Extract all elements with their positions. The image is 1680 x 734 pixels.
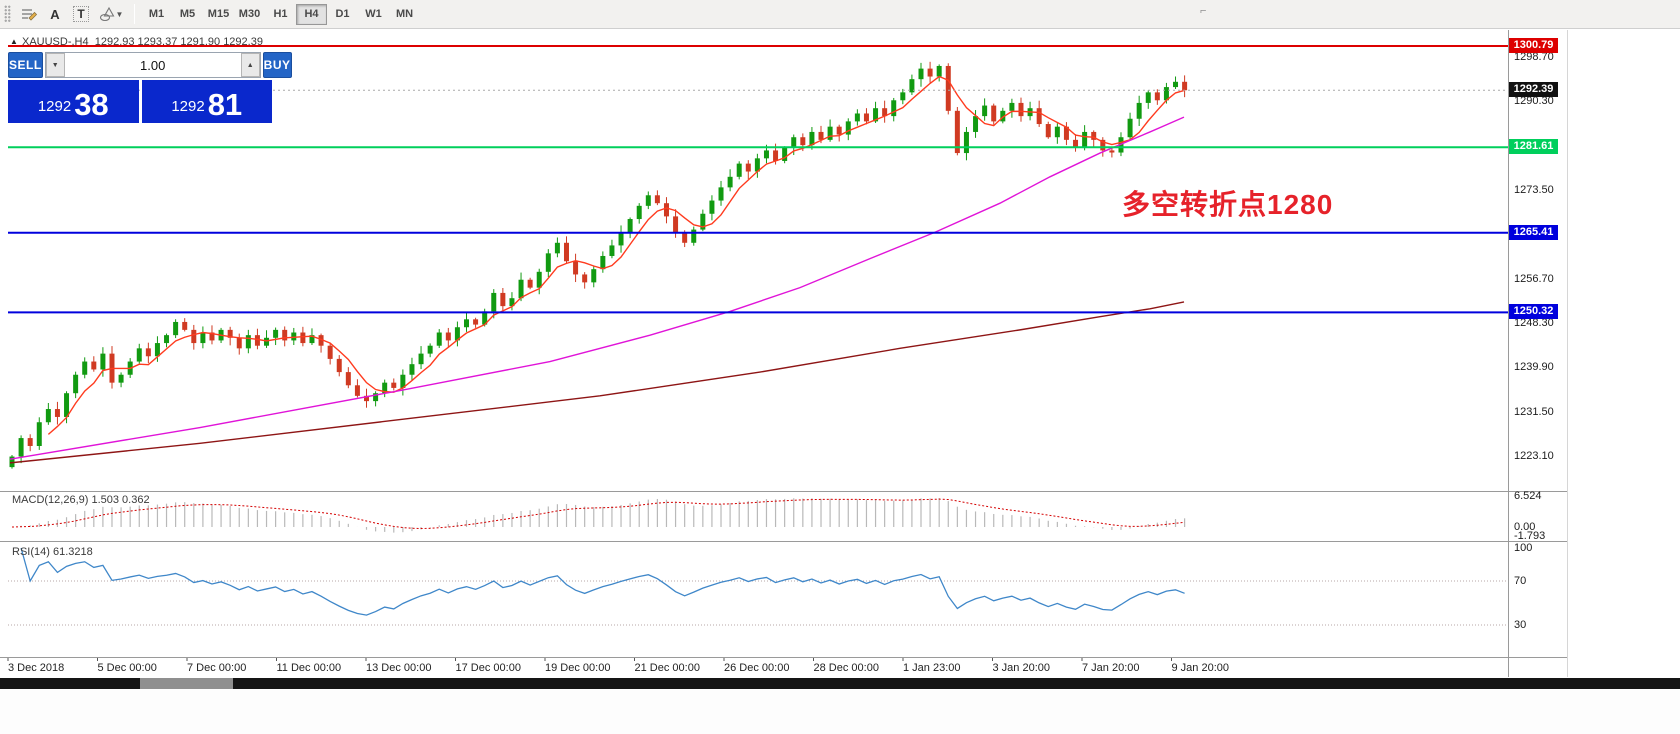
volume-increase-button[interactable]: ▲ <box>240 53 260 77</box>
price-line-label: 1265.41 <box>1509 224 1558 240</box>
timeframe-button-D1[interactable]: D1 <box>335 8 350 20</box>
price-line-label: 1292.39 <box>1509 82 1558 98</box>
macd-scale-label: 0.00 <box>1514 521 1536 533</box>
buy-price-button[interactable]: 1292 81 <box>141 80 272 123</box>
volume-input[interactable] <box>64 53 241 77</box>
time-axis-label: 26 Dec 00:00 <box>724 662 790 674</box>
letter-t-icon: T <box>73 6 89 22</box>
rsi-indicator-label: RSI(14) 61.3218 <box>12 546 93 558</box>
time-axis-label: 9 Jan 20:00 <box>1171 662 1230 674</box>
time-axis-label: 3 Jan 20:00 <box>992 662 1051 674</box>
bottom-space <box>0 689 1680 734</box>
price-line-label: 1250.32 <box>1509 304 1558 320</box>
toolbar-grip-handle[interactable] <box>4 5 11 23</box>
shapes-tool-button[interactable]: ▼ <box>94 3 128 25</box>
price-scale-tick: 1298.70 <box>1514 51 1554 63</box>
chevron-down-icon: ▼ <box>115 9 124 19</box>
letter-a-icon: A <box>50 6 60 22</box>
time-axis-label: 17 Dec 00:00 <box>455 662 521 674</box>
timeframe-group: M1 M5 M15 M30 H1 H4 D1 W1 MN <box>141 3 420 25</box>
timeframe-button-H4[interactable]: H4 <box>296 3 327 25</box>
macd-scale-label: 6.524 <box>1514 490 1542 502</box>
volume-control: ▼ ▲ <box>44 52 261 78</box>
price-line-label: 1300.79 <box>1509 37 1558 53</box>
lines-pencil-icon <box>22 9 38 21</box>
price-scale-tick: 1239.90 <box>1514 361 1554 374</box>
buy-button[interactable]: BUY <box>262 52 292 78</box>
timeframe-button-H1[interactable]: H1 <box>273 8 288 20</box>
chevron-down-icon: ▼ <box>51 61 59 69</box>
time-axis-label: 5 Dec 00:00 <box>97 662 157 674</box>
time-axis-label: 21 Dec 00:00 <box>634 662 700 674</box>
chart-tab[interactable] <box>140 678 233 689</box>
macd-indicator-label: MACD(12,26,9) 1.503 0.362 <box>12 494 150 506</box>
chevron-up-icon: ▲ <box>246 61 254 69</box>
time-axis-label: 7 Jan 20:00 <box>1082 662 1140 674</box>
time-axis-label: 11 Dec 00:00 <box>276 662 342 674</box>
sell-price-major: 1292 <box>37 98 72 115</box>
toolbar: A T ▼ M1 M5 M15 M30 H1 H4 D1 W1 MN ⌐ <box>0 0 1680 29</box>
timeframe-button-MN[interactable]: MN <box>395 8 414 20</box>
one-click-trading-panel: SELL ▼ ▲ BUY 1292 38 1292 81 <box>8 52 292 123</box>
buy-price-major: 1292 <box>171 98 205 115</box>
time-axis-label: 13 Dec 00:00 <box>366 662 432 674</box>
timeframe-button-W1[interactable]: W1 <box>365 8 382 20</box>
time-axis-label: 3 Dec 2018 <box>8 662 65 674</box>
rsi-scale-label: 70 <box>1514 575 1527 587</box>
sell-price-button[interactable]: 1292 38 <box>8 80 139 123</box>
toolbar-overflow-icon[interactable]: ⌐ <box>1200 5 1207 17</box>
price-scale-tick: 1256.70 <box>1514 272 1554 285</box>
text-tool-button[interactable]: T <box>68 3 94 25</box>
shapes-icon <box>99 6 114 22</box>
chart-annotation-text: 多空转折点1280 <box>1122 189 1334 220</box>
time-axis-label: 28 Dec 00:00 <box>813 662 879 674</box>
chart-tab-bar <box>0 678 1680 689</box>
timeframe-button-M30[interactable]: M30 <box>238 8 261 20</box>
timeframe-button-M5[interactable]: M5 <box>179 8 196 20</box>
sell-price-minor: 38 <box>74 87 109 122</box>
rsi-scale-label: 100 <box>1514 542 1533 554</box>
chart-ohlc-header: XAUUSD-,H4 1292.93 1293.37 1291.90 1292.… <box>22 36 263 48</box>
macd-scale-label: -1.793 <box>1514 530 1546 542</box>
price-scale-tick: 1290.30 <box>1514 95 1554 108</box>
timeframe-button-M15[interactable]: M15 <box>207 8 230 20</box>
time-axis-label: 7 Dec 00:00 <box>187 662 247 674</box>
price-scale-tick: 1273.50 <box>1514 184 1554 196</box>
price-line-label: 1281.61 <box>1509 139 1558 155</box>
one-click-toggle-icon[interactable]: ▲ <box>10 37 18 46</box>
timeframe-button-M1[interactable]: M1 <box>148 8 165 20</box>
rsi-scale-label: 30 <box>1514 619 1527 631</box>
text-label-tool-button[interactable]: A <box>42 3 68 25</box>
sell-button[interactable]: SELL <box>8 52 43 78</box>
chart-edit-tool-icon[interactable] <box>16 3 42 25</box>
toolbar-separator <box>134 4 135 24</box>
time-axis-label: 19 Dec 00:00 <box>545 662 611 674</box>
time-axis-label: 1 Jan 23:00 <box>903 662 961 674</box>
price-scale-tick: 1231.50 <box>1514 405 1554 418</box>
buy-price-minor: 81 <box>207 87 243 122</box>
price-scale-tick: 1248.30 <box>1514 317 1554 329</box>
price-scale-tick: 1223.10 <box>1514 450 1554 463</box>
volume-decrease-button[interactable]: ▼ <box>45 53 65 77</box>
